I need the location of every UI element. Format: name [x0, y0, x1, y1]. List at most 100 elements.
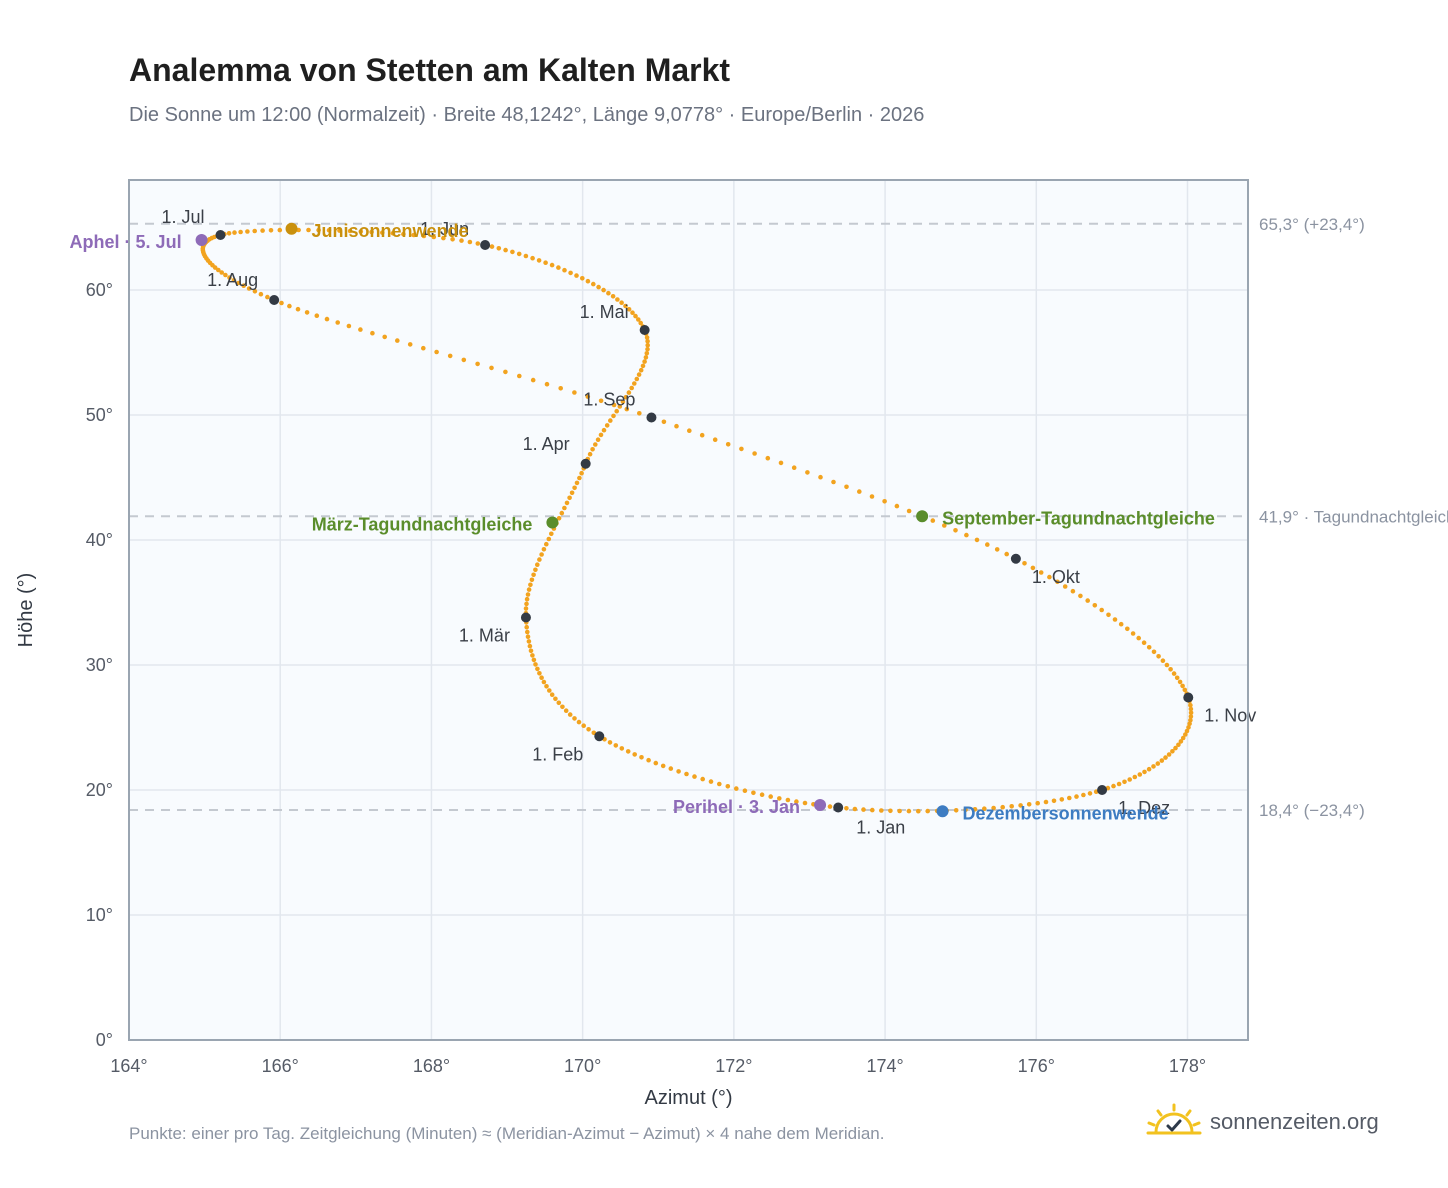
brand-name[interactable]: sonnenzeiten.org: [1210, 1109, 1379, 1134]
brand[interactable]: sonnenzeiten.org: [1146, 1102, 1379, 1142]
reference-line-label: 18,4° (−23,4°): [1259, 801, 1365, 820]
x-tick-label: 176°: [1018, 1056, 1055, 1076]
day-point: [219, 270, 224, 275]
markers: [195, 222, 1194, 818]
day-point: [564, 500, 570, 506]
day-point: [1059, 797, 1065, 802]
day-point: [638, 320, 643, 326]
day-point: [982, 806, 987, 811]
day-point: [624, 406, 630, 412]
day-point: [1182, 687, 1188, 693]
day-point: [528, 582, 533, 588]
month-marker: [646, 412, 657, 423]
month-label: 1. Apr: [523, 434, 570, 454]
day-point: [687, 428, 692, 434]
day-point: [524, 624, 529, 630]
day-point: [431, 234, 437, 240]
day-point: [268, 228, 274, 233]
day-point: [619, 300, 624, 306]
day-point: [607, 740, 613, 745]
day-point: [535, 666, 540, 672]
day-point: [1038, 570, 1044, 575]
day-point: [1173, 745, 1178, 751]
day-point: [227, 275, 232, 280]
y-tick-label: 30°: [86, 655, 113, 675]
day-point: [1136, 635, 1141, 641]
day-point: [639, 755, 644, 760]
x-tick-label: 170°: [564, 1056, 601, 1076]
day-point: [619, 746, 625, 751]
day-point: [1155, 761, 1161, 766]
event-marker: [936, 805, 949, 818]
day-point: [620, 399, 626, 405]
day-point: [869, 494, 875, 499]
day-point: [1125, 626, 1130, 632]
day-point: [546, 536, 552, 542]
month-label: 1. Jun: [420, 219, 469, 239]
month-marker: [833, 802, 844, 813]
month-marker: [580, 458, 591, 469]
chart-subtitle: Die Sonne um 12:00 (Normalzeit) · Breite…: [129, 104, 925, 126]
day-point: [725, 784, 731, 789]
day-point: [1051, 798, 1057, 804]
day-point: [1106, 612, 1111, 618]
x-tick-label: 168°: [413, 1056, 450, 1076]
reference-line-label: 65,3° (+23,4°): [1259, 215, 1365, 234]
month-label: 1. Okt: [1032, 567, 1080, 587]
sun-check-icon: [1146, 1103, 1202, 1135]
day-point: [358, 229, 364, 234]
month-label: 1. Dez: [1118, 798, 1170, 818]
day-point: [503, 369, 508, 375]
y-tick-label: 0°: [96, 1030, 113, 1050]
day-point: [831, 479, 836, 485]
day-point: [739, 446, 744, 452]
day-point: [241, 283, 246, 289]
day-point: [380, 230, 385, 235]
day-point: [260, 228, 265, 233]
day-point: [1141, 640, 1147, 645]
month-marker: [269, 295, 280, 305]
day-point: [587, 451, 593, 457]
day-point: [601, 427, 607, 433]
day-point: [562, 505, 567, 511]
month-marker: [594, 731, 605, 742]
day-point: [547, 688, 552, 693]
day-point: [489, 365, 494, 371]
day-point: [525, 634, 531, 639]
day-point: [1137, 772, 1143, 777]
day-point: [539, 552, 544, 557]
y-tick-label: 60°: [86, 280, 113, 300]
day-point: [1099, 607, 1104, 613]
day-point: [549, 692, 555, 697]
x-tick-label: 178°: [1169, 1056, 1206, 1076]
day-point: [407, 342, 413, 347]
day-point: [326, 228, 332, 233]
day-point: [577, 475, 582, 481]
day-point: [630, 310, 635, 316]
x-tick-label: 174°: [866, 1056, 903, 1076]
day-point: [489, 244, 495, 249]
day-point: [661, 419, 667, 425]
day-point: [541, 679, 547, 685]
month-marker: [1097, 785, 1108, 795]
day-point: [1151, 649, 1157, 655]
day-point: [637, 411, 642, 416]
day-point: [556, 516, 562, 521]
day-point: [708, 779, 714, 784]
day-point: [530, 377, 536, 383]
day-point: [541, 547, 547, 552]
day-point: [963, 807, 968, 813]
day-point: [1092, 603, 1098, 608]
day-point: [942, 523, 947, 528]
day-point: [467, 239, 473, 245]
day-point: [496, 246, 502, 251]
day-point: [252, 289, 258, 294]
day-point: [613, 743, 619, 748]
day-point: [925, 808, 930, 814]
day-point: [245, 229, 250, 234]
day-point: [544, 381, 550, 387]
day-point: [295, 306, 301, 312]
day-point: [752, 451, 757, 456]
day-point: [857, 489, 862, 494]
day-point: [610, 294, 616, 299]
